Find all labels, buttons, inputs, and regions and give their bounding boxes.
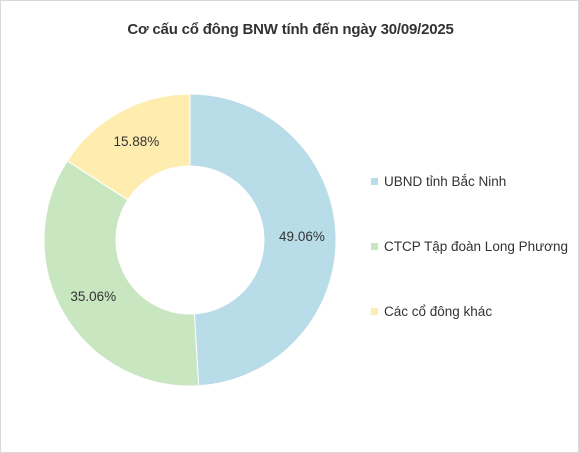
legend-label-3: Các cổ đông khác <box>384 303 493 319</box>
legend-item-2: CTCP Tập đoàn Long Phương <box>371 236 568 256</box>
slice-label-2: 35.06% <box>70 289 116 304</box>
legend-item-3: Các cổ đông khác <box>371 301 568 321</box>
donut-slice-2 <box>43 160 200 387</box>
legend-swatch-2 <box>371 242 378 250</box>
donut-slice-3 <box>66 93 191 201</box>
chart-title: Cơ cấu cổ đông BNW tính đến ngày 30/09/2… <box>127 21 454 38</box>
slice-label-3: 15.88% <box>114 134 160 149</box>
legend-swatch-1 <box>371 177 378 185</box>
slice-label-1: 49.06% <box>279 229 325 244</box>
legend-label-2: CTCP Tập đoàn Long Phương <box>384 238 569 254</box>
donut-slice-1 <box>189 93 337 387</box>
legend-label-1: UBND tỉnh Bắc Ninh <box>384 173 507 189</box>
legend-item-1: UBND tỉnh Bắc Ninh <box>371 171 568 191</box>
legend-swatch-3 <box>371 307 378 315</box>
chart-legend: UBND tỉnh Bắc Ninh CTCP Tập đoàn Long Phư… <box>371 171 568 366</box>
